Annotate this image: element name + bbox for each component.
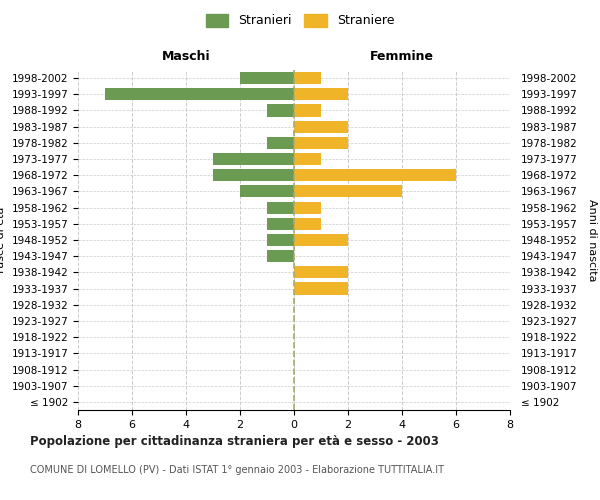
Bar — [294, 153, 321, 165]
Text: COMUNE DI LOMELLO (PV) - Dati ISTAT 1° gennaio 2003 - Elaborazione TUTTITALIA.IT: COMUNE DI LOMELLO (PV) - Dati ISTAT 1° g… — [30, 465, 444, 475]
Bar — [267, 218, 294, 230]
Text: Popolazione per cittadinanza straniera per età e sesso - 2003: Popolazione per cittadinanza straniera p… — [30, 435, 439, 448]
Bar — [294, 104, 321, 117]
Bar — [213, 169, 294, 181]
Text: Maschi: Maschi — [161, 50, 211, 63]
Bar — [294, 186, 402, 198]
Bar — [105, 88, 294, 101]
Bar — [294, 234, 348, 246]
Bar — [294, 72, 321, 84]
Bar — [267, 202, 294, 213]
Bar — [294, 266, 348, 278]
Bar — [267, 104, 294, 117]
Bar — [213, 153, 294, 165]
Bar — [294, 202, 321, 213]
Bar — [267, 234, 294, 246]
Bar — [240, 72, 294, 84]
Bar — [267, 250, 294, 262]
Bar — [294, 282, 348, 294]
Bar — [294, 120, 348, 132]
Text: Femmine: Femmine — [370, 50, 434, 63]
Legend: Stranieri, Straniere: Stranieri, Straniere — [201, 8, 399, 32]
Bar — [294, 169, 456, 181]
Y-axis label: Anni di nascita: Anni di nascita — [587, 198, 597, 281]
Bar — [267, 137, 294, 149]
Bar — [294, 88, 348, 101]
Bar — [240, 186, 294, 198]
Bar — [294, 137, 348, 149]
Bar — [294, 218, 321, 230]
Y-axis label: Fasce di età: Fasce di età — [0, 207, 6, 273]
